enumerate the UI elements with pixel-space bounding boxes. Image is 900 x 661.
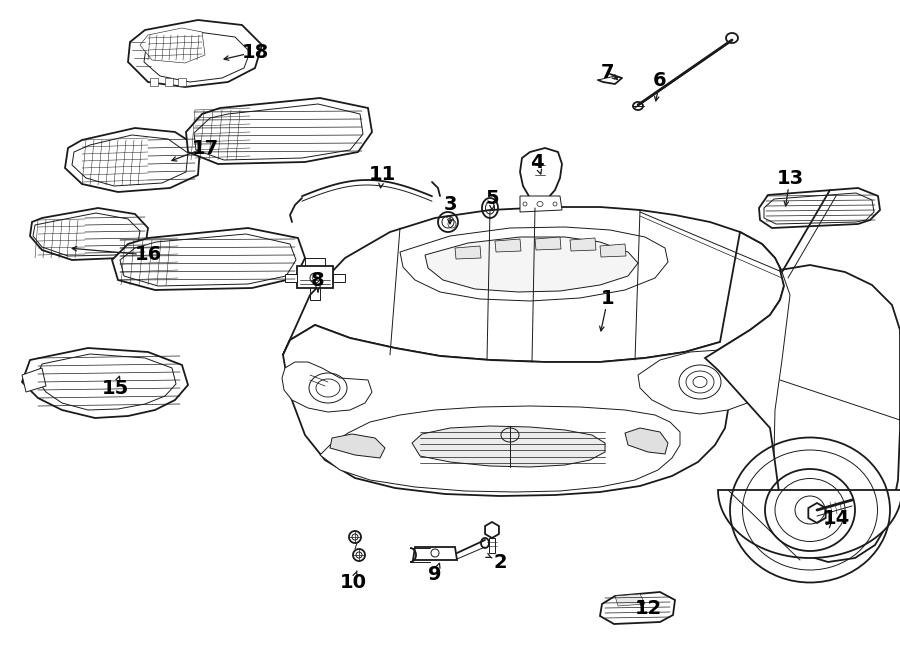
Polygon shape: [489, 538, 495, 553]
Polygon shape: [144, 32, 250, 82]
Polygon shape: [120, 234, 296, 286]
Polygon shape: [282, 362, 372, 412]
Text: 4: 4: [530, 153, 544, 171]
Polygon shape: [764, 193, 874, 224]
Text: 10: 10: [339, 572, 366, 592]
Polygon shape: [320, 406, 680, 492]
Polygon shape: [30, 208, 148, 260]
Polygon shape: [718, 490, 900, 558]
Text: 16: 16: [134, 245, 162, 264]
Polygon shape: [128, 20, 262, 87]
Text: 6: 6: [653, 71, 667, 89]
Polygon shape: [33, 213, 140, 256]
Polygon shape: [333, 274, 345, 282]
Polygon shape: [535, 237, 561, 250]
Text: 13: 13: [777, 169, 804, 188]
Polygon shape: [705, 265, 900, 562]
Text: 18: 18: [241, 42, 268, 61]
Polygon shape: [400, 227, 668, 301]
Polygon shape: [22, 368, 46, 392]
Polygon shape: [297, 266, 333, 288]
Polygon shape: [178, 78, 186, 86]
Text: 8: 8: [311, 270, 325, 290]
Polygon shape: [600, 592, 675, 624]
Polygon shape: [194, 104, 363, 160]
Text: 11: 11: [368, 165, 396, 184]
Polygon shape: [140, 28, 205, 63]
Text: 15: 15: [102, 379, 129, 397]
Text: 12: 12: [634, 598, 662, 617]
Polygon shape: [759, 188, 880, 228]
Text: 17: 17: [192, 139, 219, 157]
Polygon shape: [112, 228, 305, 290]
Polygon shape: [65, 128, 200, 192]
Polygon shape: [520, 148, 562, 202]
Polygon shape: [285, 274, 297, 282]
Polygon shape: [186, 98, 372, 164]
Polygon shape: [425, 237, 638, 292]
Polygon shape: [22, 348, 188, 418]
Polygon shape: [283, 232, 784, 496]
Text: 9: 9: [428, 566, 442, 584]
Polygon shape: [638, 350, 765, 414]
Polygon shape: [330, 434, 385, 458]
Polygon shape: [570, 238, 596, 251]
Polygon shape: [165, 78, 173, 86]
Text: 7: 7: [601, 63, 615, 81]
Text: 5: 5: [485, 188, 499, 208]
Polygon shape: [808, 503, 825, 523]
Polygon shape: [283, 207, 784, 362]
Polygon shape: [36, 354, 176, 410]
Polygon shape: [600, 244, 626, 257]
Polygon shape: [615, 594, 645, 606]
Text: 14: 14: [823, 508, 850, 527]
Polygon shape: [625, 428, 668, 454]
Text: 1: 1: [601, 288, 615, 307]
Text: 2: 2: [493, 553, 507, 572]
Polygon shape: [413, 547, 457, 560]
Polygon shape: [455, 246, 481, 259]
Text: 3: 3: [443, 196, 456, 215]
Polygon shape: [412, 426, 605, 467]
Polygon shape: [150, 78, 158, 86]
Polygon shape: [495, 239, 521, 252]
Polygon shape: [72, 135, 188, 186]
Polygon shape: [485, 522, 499, 538]
Polygon shape: [520, 196, 562, 212]
